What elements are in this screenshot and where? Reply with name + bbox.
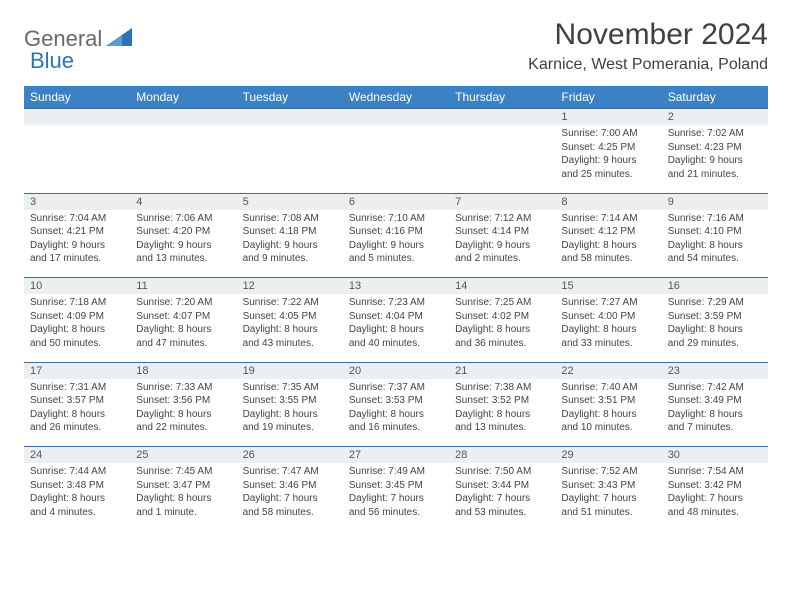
day-data-cell: Sunrise: 7:31 AMSunset: 3:57 PMDaylight:… xyxy=(24,379,130,447)
day-data-cell: Sunrise: 7:38 AMSunset: 3:52 PMDaylight:… xyxy=(449,379,555,447)
day-data-cell xyxy=(24,125,130,193)
day-number-cell: 19 xyxy=(237,362,343,379)
day-number-cell xyxy=(449,109,555,126)
day-number-cell: 24 xyxy=(24,447,130,464)
day-number-cell: 11 xyxy=(130,278,236,295)
day-number-cell xyxy=(237,109,343,126)
day-data-cell: Sunrise: 7:47 AMSunset: 3:46 PMDaylight:… xyxy=(237,463,343,531)
day-data-cell: Sunrise: 7:22 AMSunset: 4:05 PMDaylight:… xyxy=(237,294,343,362)
day-data-cell: Sunrise: 7:27 AMSunset: 4:00 PMDaylight:… xyxy=(555,294,661,362)
day-number-cell xyxy=(24,109,130,126)
day-data-cell: Sunrise: 7:02 AMSunset: 4:23 PMDaylight:… xyxy=(662,125,768,193)
day-data-row: Sunrise: 7:31 AMSunset: 3:57 PMDaylight:… xyxy=(24,379,768,447)
day-data-cell: Sunrise: 7:49 AMSunset: 3:45 PMDaylight:… xyxy=(343,463,449,531)
day-data-cell: Sunrise: 7:35 AMSunset: 3:55 PMDaylight:… xyxy=(237,379,343,447)
day-data-cell xyxy=(343,125,449,193)
day-data-cell: Sunrise: 7:37 AMSunset: 3:53 PMDaylight:… xyxy=(343,379,449,447)
weekday-header: Wednesday xyxy=(343,86,449,109)
day-data-cell: Sunrise: 7:14 AMSunset: 4:12 PMDaylight:… xyxy=(555,210,661,278)
day-number-cell: 12 xyxy=(237,278,343,295)
day-number-cell: 28 xyxy=(449,447,555,464)
day-number-cell: 8 xyxy=(555,193,661,210)
location: Karnice, West Pomerania, Poland xyxy=(528,56,768,74)
day-data-cell: Sunrise: 7:33 AMSunset: 3:56 PMDaylight:… xyxy=(130,379,236,447)
day-data-cell: Sunrise: 7:50 AMSunset: 3:44 PMDaylight:… xyxy=(449,463,555,531)
day-data-cell: Sunrise: 7:44 AMSunset: 3:48 PMDaylight:… xyxy=(24,463,130,531)
day-number-cell: 13 xyxy=(343,278,449,295)
day-data-cell xyxy=(449,125,555,193)
day-data-cell: Sunrise: 7:25 AMSunset: 4:02 PMDaylight:… xyxy=(449,294,555,362)
weekday-header: Saturday xyxy=(662,86,768,109)
day-number-row: 24252627282930 xyxy=(24,447,768,464)
day-number-cell: 25 xyxy=(130,447,236,464)
day-number-cell: 2 xyxy=(662,109,768,126)
day-number-row: 12 xyxy=(24,109,768,126)
day-number-cell: 15 xyxy=(555,278,661,295)
day-number-cell: 18 xyxy=(130,362,236,379)
day-data-row: Sunrise: 7:04 AMSunset: 4:21 PMDaylight:… xyxy=(24,210,768,278)
day-number-cell xyxy=(130,109,236,126)
day-data-cell: Sunrise: 7:29 AMSunset: 3:59 PMDaylight:… xyxy=(662,294,768,362)
logo-text-blue: Blue xyxy=(30,48,74,73)
day-data-cell: Sunrise: 7:54 AMSunset: 3:42 PMDaylight:… xyxy=(662,463,768,531)
day-number-cell: 17 xyxy=(24,362,130,379)
day-number-cell: 3 xyxy=(24,193,130,210)
day-data-cell: Sunrise: 7:08 AMSunset: 4:18 PMDaylight:… xyxy=(237,210,343,278)
day-number-cell: 22 xyxy=(555,362,661,379)
day-data-cell: Sunrise: 7:06 AMSunset: 4:20 PMDaylight:… xyxy=(130,210,236,278)
title-block: November 2024 Karnice, West Pomerania, P… xyxy=(528,18,768,74)
day-number-cell: 21 xyxy=(449,362,555,379)
logo-triangle-icon xyxy=(106,28,132,51)
month-title: November 2024 xyxy=(528,18,768,52)
day-data-cell: Sunrise: 7:00 AMSunset: 4:25 PMDaylight:… xyxy=(555,125,661,193)
weekday-header: Friday xyxy=(555,86,661,109)
logo-sub: Blue xyxy=(30,48,74,74)
day-data-cell: Sunrise: 7:18 AMSunset: 4:09 PMDaylight:… xyxy=(24,294,130,362)
day-number-row: 17181920212223 xyxy=(24,362,768,379)
day-data-cell xyxy=(130,125,236,193)
day-number-cell: 20 xyxy=(343,362,449,379)
day-data-cell: Sunrise: 7:42 AMSunset: 3:49 PMDaylight:… xyxy=(662,379,768,447)
weekday-header: Monday xyxy=(130,86,236,109)
day-number-cell: 10 xyxy=(24,278,130,295)
day-number-cell: 9 xyxy=(662,193,768,210)
day-data-cell: Sunrise: 7:52 AMSunset: 3:43 PMDaylight:… xyxy=(555,463,661,531)
day-number-cell: 16 xyxy=(662,278,768,295)
day-number-cell: 27 xyxy=(343,447,449,464)
day-number-cell xyxy=(343,109,449,126)
weekday-header: Thursday xyxy=(449,86,555,109)
day-number-cell: 5 xyxy=(237,193,343,210)
weekday-header: Tuesday xyxy=(237,86,343,109)
day-data-row: Sunrise: 7:18 AMSunset: 4:09 PMDaylight:… xyxy=(24,294,768,362)
day-data-cell: Sunrise: 7:10 AMSunset: 4:16 PMDaylight:… xyxy=(343,210,449,278)
day-number-cell: 29 xyxy=(555,447,661,464)
day-number-cell: 6 xyxy=(343,193,449,210)
day-data-cell: Sunrise: 7:12 AMSunset: 4:14 PMDaylight:… xyxy=(449,210,555,278)
day-data-cell: Sunrise: 7:20 AMSunset: 4:07 PMDaylight:… xyxy=(130,294,236,362)
day-number-cell: 14 xyxy=(449,278,555,295)
day-number-cell: 7 xyxy=(449,193,555,210)
day-number-cell: 26 xyxy=(237,447,343,464)
day-data-cell: Sunrise: 7:40 AMSunset: 3:51 PMDaylight:… xyxy=(555,379,661,447)
day-data-row: Sunrise: 7:00 AMSunset: 4:25 PMDaylight:… xyxy=(24,125,768,193)
day-number-cell: 1 xyxy=(555,109,661,126)
day-number-row: 3456789 xyxy=(24,193,768,210)
weekday-header: Sunday xyxy=(24,86,130,109)
header: General November 2024 Karnice, West Pome… xyxy=(24,18,768,74)
day-data-cell: Sunrise: 7:45 AMSunset: 3:47 PMDaylight:… xyxy=(130,463,236,531)
day-data-cell xyxy=(237,125,343,193)
calendar-body: 12Sunrise: 7:00 AMSunset: 4:25 PMDayligh… xyxy=(24,109,768,532)
day-data-cell: Sunrise: 7:16 AMSunset: 4:10 PMDaylight:… xyxy=(662,210,768,278)
day-data-row: Sunrise: 7:44 AMSunset: 3:48 PMDaylight:… xyxy=(24,463,768,531)
day-number-cell: 30 xyxy=(662,447,768,464)
day-number-row: 10111213141516 xyxy=(24,278,768,295)
day-data-cell: Sunrise: 7:04 AMSunset: 4:21 PMDaylight:… xyxy=(24,210,130,278)
day-number-cell: 23 xyxy=(662,362,768,379)
day-number-cell: 4 xyxy=(130,193,236,210)
day-data-cell: Sunrise: 7:23 AMSunset: 4:04 PMDaylight:… xyxy=(343,294,449,362)
calendar-table: SundayMondayTuesdayWednesdayThursdayFrid… xyxy=(24,86,768,531)
weekday-header-row: SundayMondayTuesdayWednesdayThursdayFrid… xyxy=(24,86,768,109)
